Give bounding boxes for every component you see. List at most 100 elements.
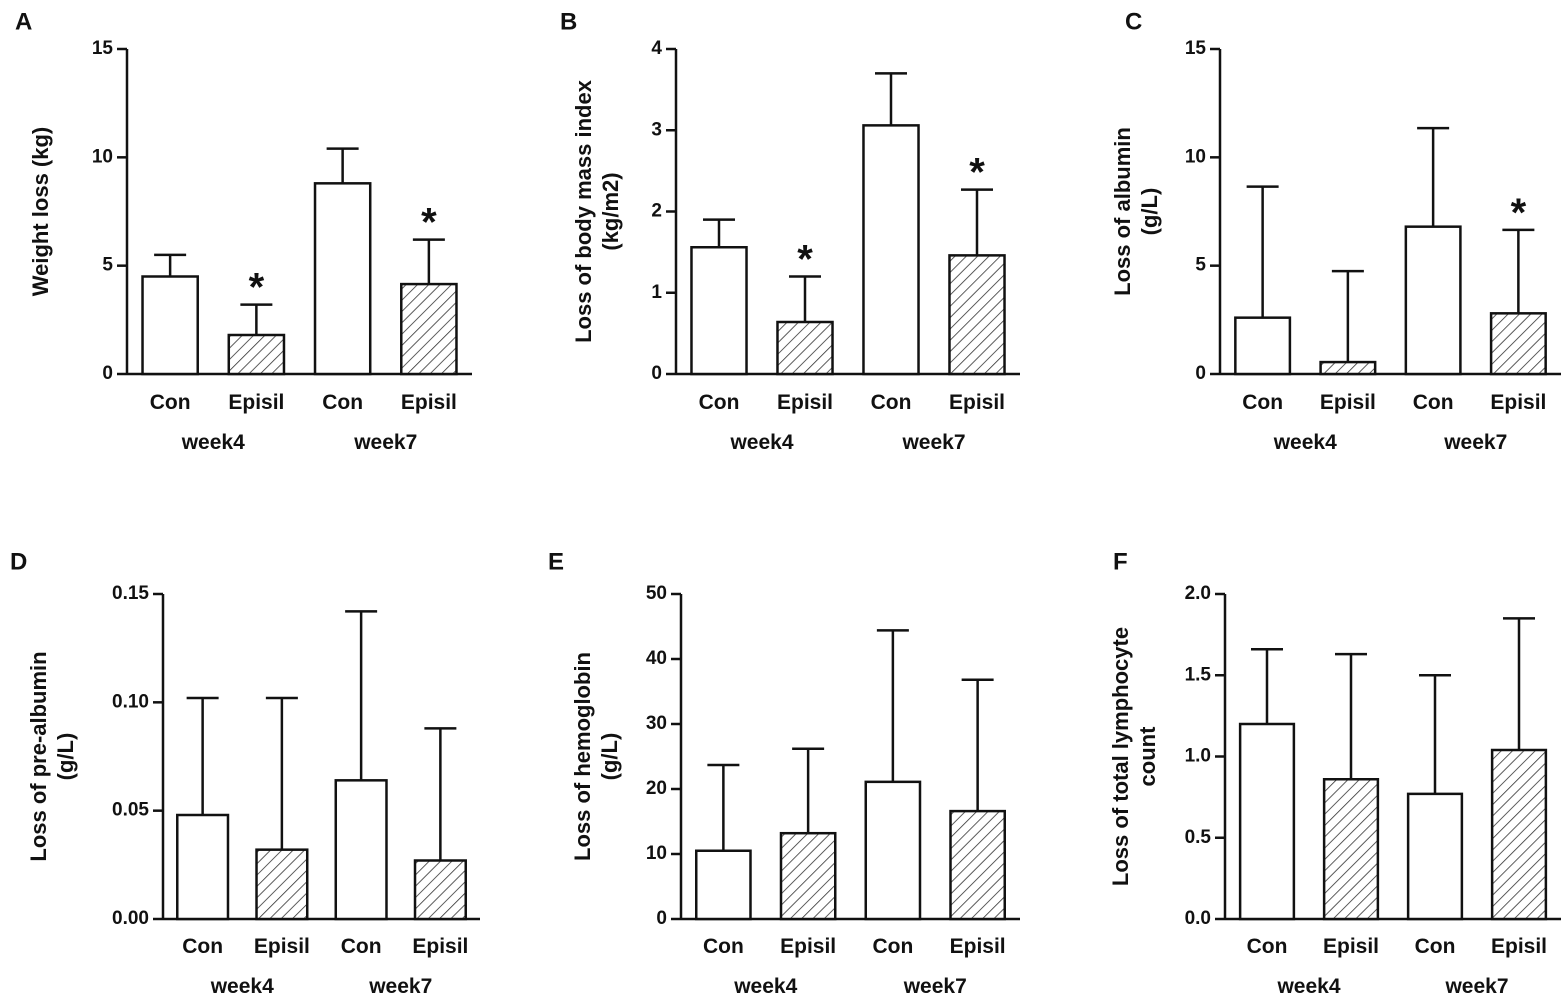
bar-episil <box>255 848 309 921</box>
y-tick-label: 4 <box>651 38 662 59</box>
category-label: Episil <box>1320 391 1376 414</box>
category-label: Episil <box>949 391 1005 414</box>
y-tick-label: 1.0 <box>1185 746 1211 767</box>
significance-mark: * <box>969 151 985 195</box>
category-label: Episil <box>401 391 457 414</box>
y-tick-label: 50 <box>646 583 667 604</box>
panel-B: B 0 1 2 3 4 Loss of body mass index (kg/m2) Con *… <box>560 8 1020 454</box>
category-label: Con <box>871 391 912 414</box>
y-tick-label: 0.0 <box>1185 908 1211 929</box>
group-label: week7 <box>1443 431 1507 454</box>
y-tick-label: 10 <box>92 146 113 167</box>
bar-episil <box>227 333 286 376</box>
bar-episil <box>400 282 458 376</box>
group-label: week4 <box>181 431 245 454</box>
significance-mark: * <box>249 266 265 310</box>
y-tick-label: 0.05 <box>112 800 149 821</box>
category-label: Con <box>703 935 744 958</box>
y-axis-label: (kg/m2) <box>598 172 623 250</box>
panel-letter: E <box>548 548 564 575</box>
category-label: Episil <box>228 391 284 414</box>
y-axis-label: (g/L) <box>53 733 78 781</box>
category-label: Con <box>322 391 363 414</box>
y-axis-label: Loss of body mass index <box>571 79 596 343</box>
group-label: week7 <box>903 975 967 998</box>
category-label: Episil <box>780 935 836 958</box>
y-tick-label: 15 <box>92 38 114 59</box>
y-tick-label: 1 <box>651 282 662 303</box>
y-tick-label: 2.0 <box>1185 583 1211 604</box>
y-tick-label: 1.5 <box>1185 664 1212 685</box>
bar-con <box>864 780 922 921</box>
panel-letter: C <box>1125 8 1142 35</box>
category-label: Episil <box>412 935 468 958</box>
panel-letter: D <box>10 548 27 575</box>
category-label: Episil <box>1490 391 1546 414</box>
bar-con <box>1404 225 1462 376</box>
y-tick-label: 0.5 <box>1185 827 1212 848</box>
y-tick-label: 2 <box>651 201 662 222</box>
group-label: week4 <box>1276 975 1340 998</box>
bar-episil <box>779 831 837 921</box>
y-tick-label: 0 <box>102 363 113 384</box>
y-axis-label: Loss of pre-albumin <box>26 651 51 861</box>
panel-E: E 0 10 20 30 40 50 Loss of hemoglobin (g/L) Con Ep… <box>548 548 1020 998</box>
bar-episil <box>1490 748 1548 921</box>
significance-mark: * <box>1511 191 1527 235</box>
bar-con <box>334 779 388 921</box>
y-tick-label: 30 <box>646 713 667 734</box>
y-tick-label: 20 <box>646 778 667 799</box>
category-label: Episil <box>777 391 833 414</box>
y-axis-label: Loss of total lymphocyte <box>1108 627 1133 886</box>
y-tick-label: 3 <box>651 119 662 140</box>
group-label: week7 <box>1444 975 1508 998</box>
bar-con <box>176 813 230 921</box>
panel-letter: A <box>15 8 32 35</box>
bar-episil <box>776 320 834 376</box>
group-label: week7 <box>901 431 965 454</box>
y-axis-label: (g/L) <box>597 733 622 781</box>
bar-episil <box>1489 312 1547 376</box>
y-tick-label: 0 <box>1195 363 1206 384</box>
y-tick-label: 5 <box>102 255 113 276</box>
category-label: Con <box>341 935 382 958</box>
category-label: Episil <box>1491 935 1547 958</box>
y-tick-label: 10 <box>1185 146 1206 167</box>
y-tick-label: 0.10 <box>112 691 149 712</box>
category-label: Con <box>1242 391 1283 414</box>
category-label: Episil <box>950 935 1006 958</box>
group-label: week7 <box>353 431 417 454</box>
bar-con <box>862 124 920 376</box>
bar-con <box>1234 316 1292 376</box>
group-label: week7 <box>368 975 432 998</box>
bar-con <box>695 849 752 921</box>
bar-con <box>141 275 199 376</box>
category-label: Con <box>182 935 223 958</box>
panel-C: C 0 5 10 15 Loss of albumin (g/L) Con Episil Con *… <box>1110 8 1561 454</box>
y-axis-label: Weight loss (kg) <box>28 127 53 297</box>
panel-A: A 0 5 10 15 Weight loss (kg) Con * Episil Con * Epi… <box>15 8 472 454</box>
y-tick-label: 40 <box>646 648 667 669</box>
y-axis-label: (g/L) <box>1137 188 1162 236</box>
bar-con <box>313 182 372 376</box>
y-tick-label: 15 <box>1185 38 1207 59</box>
panel-F: F 0.0 0.5 1.0 1.5 2.0 Loss of total lymphocyte… <box>1108 548 1561 998</box>
y-axis-label: Loss of hemoglobin <box>570 652 595 861</box>
category-label: Con <box>150 391 191 414</box>
category-label: Con <box>1247 935 1288 958</box>
y-tick-label: 0.00 <box>112 908 149 929</box>
y-axis-label: Loss of albumin <box>1110 127 1135 296</box>
category-label: Con <box>1415 935 1456 958</box>
group-label: week4 <box>733 975 797 998</box>
category-label: Con <box>699 391 740 414</box>
significance-mark: * <box>421 201 437 245</box>
panel-letter: F <box>1113 548 1128 575</box>
y-tick-label: 10 <box>646 843 667 864</box>
bar-episil <box>413 859 467 921</box>
group-label: week4 <box>729 431 793 454</box>
category-label: Episil <box>254 935 310 958</box>
y-tick-label: 0 <box>651 363 662 384</box>
y-tick-label: 5 <box>1195 255 1206 276</box>
bar-episil <box>1319 360 1377 376</box>
